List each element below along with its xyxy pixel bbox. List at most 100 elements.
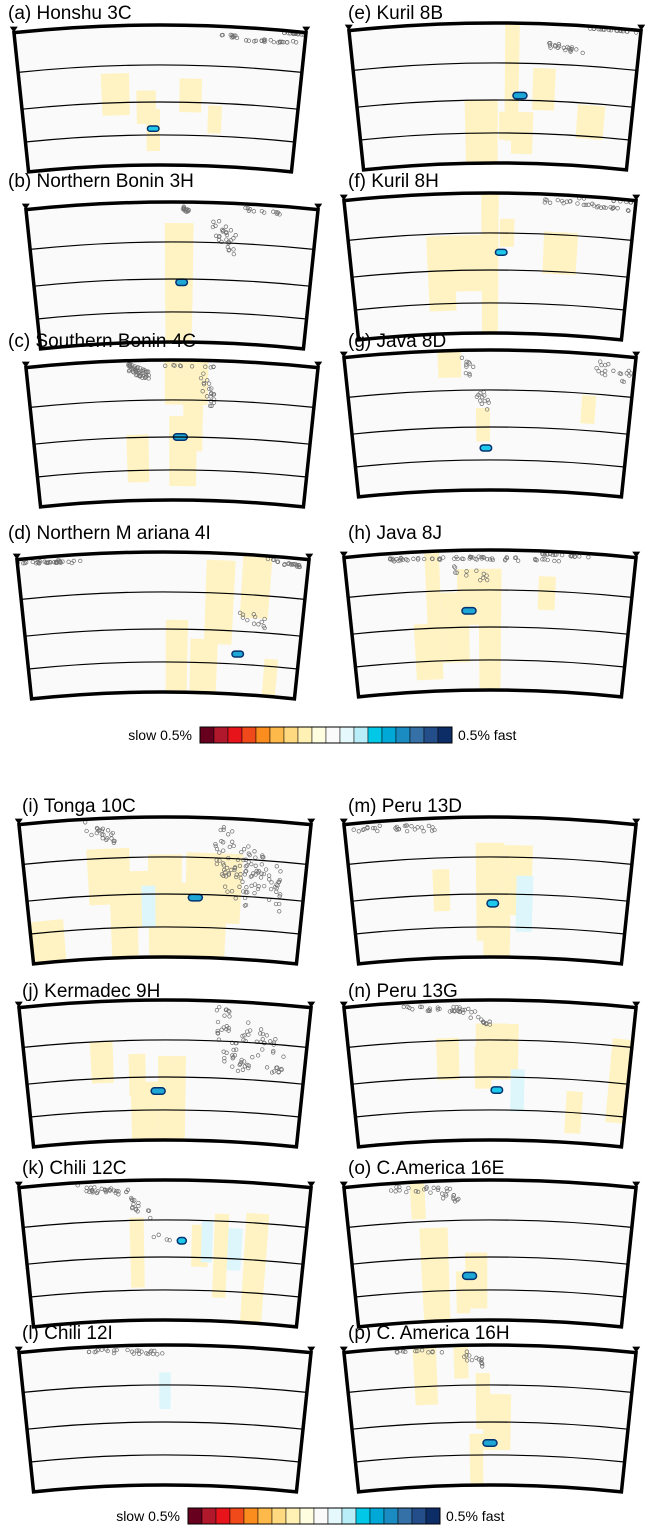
earthquake-marker xyxy=(445,1188,450,1194)
panel-frame xyxy=(15,550,311,701)
earthquake-marker xyxy=(78,558,83,564)
earthquake-marker xyxy=(185,208,190,213)
earthquake-marker xyxy=(460,1007,465,1013)
earthquake-marker xyxy=(243,890,248,895)
slow-anomaly-patch xyxy=(100,72,130,116)
earthquake-marker xyxy=(209,386,214,391)
tomography-panel xyxy=(339,348,641,499)
earthquake-marker xyxy=(415,1189,421,1195)
slow-anomaly-patch xyxy=(240,1212,270,1324)
earthquake-marker xyxy=(209,391,214,396)
depth-boundary-line xyxy=(30,241,314,250)
earthquake-marker xyxy=(404,1189,409,1195)
earthquake-marker xyxy=(213,843,218,849)
earthquake-marker xyxy=(215,1019,221,1025)
tomography-panel xyxy=(21,358,323,509)
earthquake-marker xyxy=(404,823,409,828)
fast-anomaly-blob xyxy=(480,445,491,451)
colorbar-swatch xyxy=(353,726,369,744)
depth-boundary-line xyxy=(26,1076,304,1085)
earthquake-marker xyxy=(231,236,236,241)
earthquake-marker xyxy=(227,1014,232,1019)
earthquake-marker xyxy=(591,203,596,208)
earthquake-marker xyxy=(240,1033,245,1039)
slow-anomaly-patch xyxy=(424,550,442,629)
tomography-panel xyxy=(9,23,311,174)
depth-boundary-line xyxy=(351,269,629,278)
earthquake-marker xyxy=(227,844,232,850)
earthquake-marker xyxy=(54,560,59,565)
earthquake-marker xyxy=(215,1028,220,1034)
earthquake-marker xyxy=(447,1186,453,1192)
earthquake-marker xyxy=(69,560,75,566)
earthquake-marker xyxy=(217,1004,222,1010)
depth-boundary-line xyxy=(28,661,298,670)
slow-anomaly-patch xyxy=(182,367,205,452)
earthquake-marker xyxy=(435,1005,440,1010)
earthquake-marker xyxy=(569,46,574,52)
slow-anomaly-patch xyxy=(453,1345,469,1379)
earthquake-marker xyxy=(104,837,109,842)
earthquake-marker xyxy=(84,1188,89,1194)
earthquake-marker xyxy=(94,825,100,831)
earthquake-marker xyxy=(542,557,547,562)
earthquake-marker xyxy=(456,1196,461,1202)
colorbar-swatch xyxy=(423,726,439,744)
earthquake-marker xyxy=(479,1017,484,1022)
earthquake-marker xyxy=(151,1234,156,1240)
fast-anomaly-blob xyxy=(487,900,498,907)
earthquake-marker xyxy=(246,1063,251,1068)
earthquake-marker xyxy=(462,1354,467,1359)
earthquake-marker xyxy=(253,863,258,868)
earthquake-marker xyxy=(624,371,629,376)
earthquake-marker xyxy=(259,871,264,876)
earthquake-marker xyxy=(248,874,254,879)
earthquake-marker xyxy=(429,556,435,561)
earthquake-marker xyxy=(252,39,257,44)
earthquake-marker xyxy=(454,1005,459,1010)
earthquake-marker xyxy=(242,1033,247,1038)
depth-boundary-line xyxy=(33,436,311,445)
earthquake-marker xyxy=(87,1189,92,1194)
earthquake-marker xyxy=(216,234,222,239)
slow-anomaly-patch xyxy=(165,619,189,693)
earthquake-marker xyxy=(413,1348,418,1354)
earthquake-marker xyxy=(274,1065,279,1070)
earthquake-marker xyxy=(540,557,545,562)
depth-boundary-line xyxy=(23,1219,307,1228)
surface-tick-icon xyxy=(314,361,323,368)
earthquake-marker xyxy=(377,823,382,828)
earthquake-marker xyxy=(225,889,230,894)
earthquake-marker xyxy=(107,1188,113,1193)
depth-boundary-line xyxy=(351,1076,629,1085)
earthquake-marker xyxy=(240,1067,246,1072)
earthquake-marker xyxy=(543,197,548,202)
earthquake-marker xyxy=(566,46,572,51)
earthquake-marker xyxy=(48,560,53,565)
earthquake-marker xyxy=(247,207,253,212)
earthquake-marker xyxy=(243,38,249,43)
earthquake-marker xyxy=(394,1184,399,1190)
depth-boundary-line xyxy=(24,628,302,637)
earthquake-marker xyxy=(388,1188,394,1193)
earthquake-marker xyxy=(278,39,283,45)
depth-boundary-line xyxy=(348,1384,632,1393)
earthquake-marker xyxy=(222,1059,227,1064)
earthquake-marker xyxy=(447,1009,453,1014)
surface-tick-icon xyxy=(14,818,23,825)
panel-frame xyxy=(342,348,638,499)
earthquake-marker xyxy=(388,556,393,561)
panel-background xyxy=(348,22,642,170)
earthquake-marker xyxy=(415,1348,420,1354)
earthquake-marker xyxy=(402,823,408,829)
earthquake-marker xyxy=(222,884,228,889)
tomography-panel xyxy=(14,998,316,1149)
depth-boundary-line xyxy=(355,926,625,935)
depth-boundary-line xyxy=(26,893,304,902)
earthquake-marker xyxy=(471,364,476,369)
panel-title: (m) Peru 13D xyxy=(348,796,462,817)
tomography-panel xyxy=(339,1178,641,1329)
earthquake-marker xyxy=(256,622,261,627)
colorbar-swatch xyxy=(397,1507,413,1525)
depth-boundary-line xyxy=(30,1109,300,1118)
